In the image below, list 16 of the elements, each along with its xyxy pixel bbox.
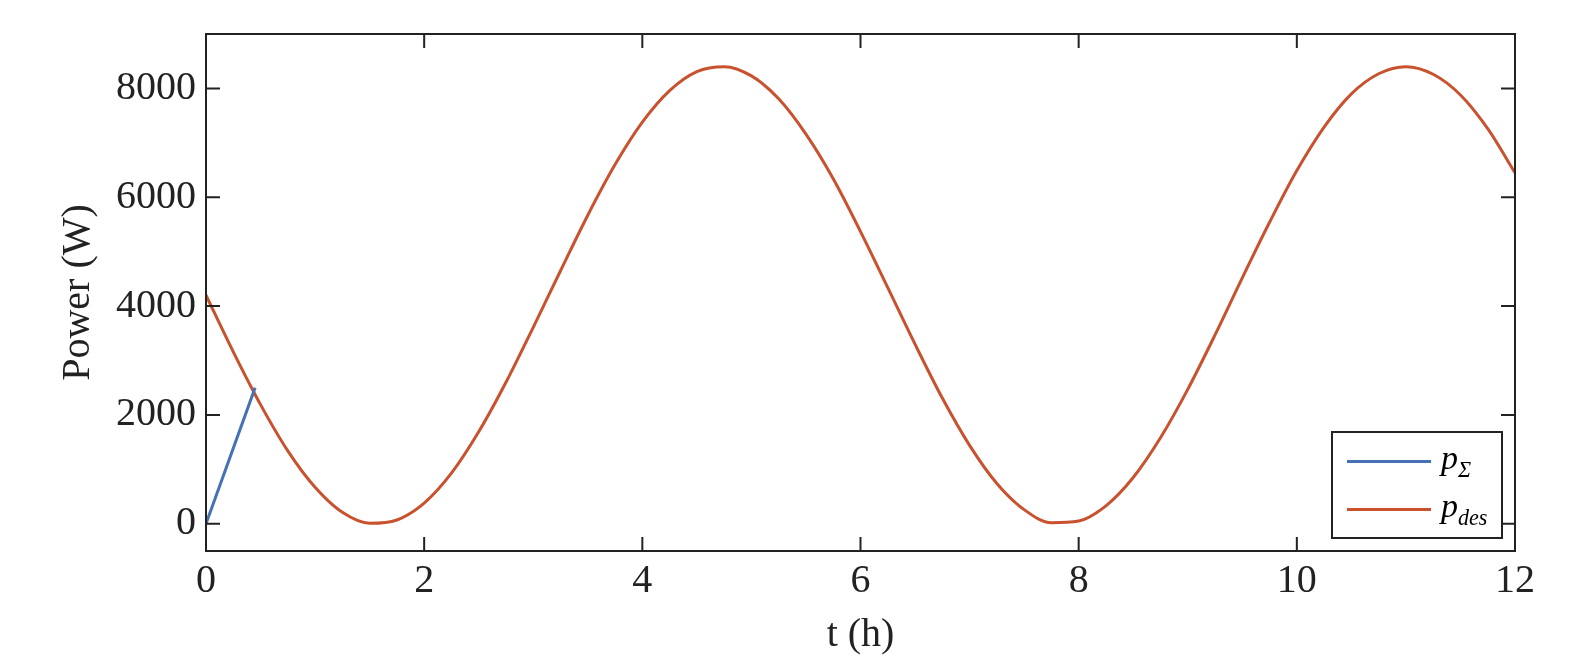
x-tick-label: 12 [1495,555,1535,601]
y-axis-title: Power (W) [52,204,98,381]
legend-label: p$_{des}$ [1441,487,1488,531]
x-tick-label: 2 [414,555,435,601]
y-tick-label: 2000 [116,389,196,435]
y-tick-label: 4000 [116,280,196,326]
x-tick-label: 8 [1068,555,1089,601]
legend-label: p$_{Σ}$ [1441,439,1472,483]
x-tick-label: 10 [1276,555,1317,601]
x-axis-title: t (h) [826,609,895,655]
y-tick-label: 6000 [116,171,196,217]
y-tick-label: 8000 [116,62,196,108]
y-tick-label: 0 [176,498,196,544]
line-series [206,65,1515,525]
x-tick-label: 6 [850,555,871,601]
x-tick-label: 4 [632,555,653,601]
